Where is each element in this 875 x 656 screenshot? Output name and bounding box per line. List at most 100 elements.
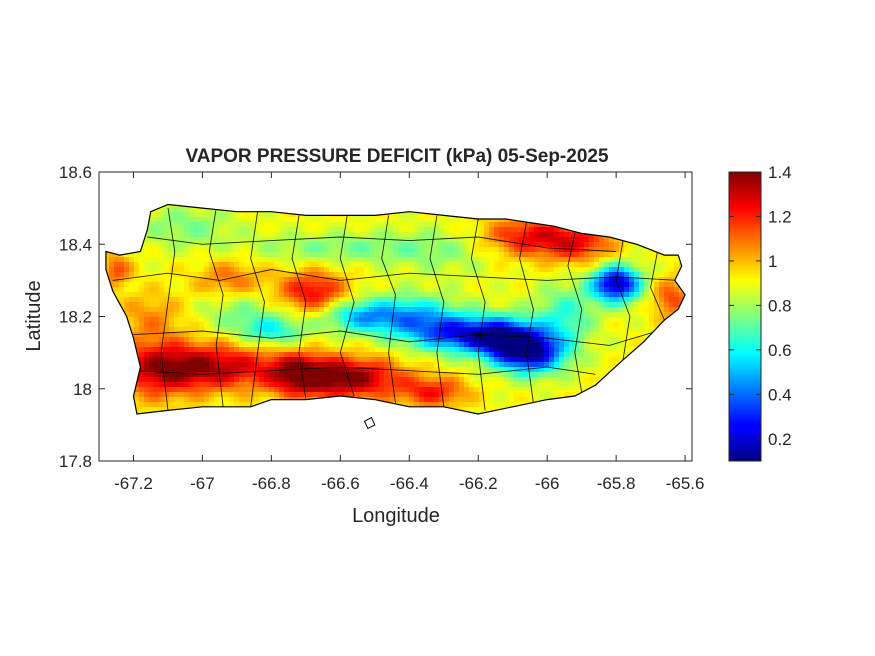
heatmap-cell: [284, 387, 290, 393]
heatmap-cell: [434, 222, 440, 228]
heatmap-cell: [199, 247, 205, 253]
heatmap-cell: [464, 307, 470, 313]
heatmap-cell: [429, 282, 435, 288]
heatmap-cell: [279, 217, 285, 223]
heatmap-cell: [164, 267, 170, 273]
heatmap-cell: [204, 352, 210, 358]
heatmap-cell: [259, 267, 265, 273]
heatmap-cell: [229, 237, 235, 243]
heatmap-cell: [179, 247, 185, 253]
heatmap-cell: [274, 317, 280, 323]
heatmap-cell: [199, 312, 205, 318]
heatmap-cell: [349, 382, 355, 388]
heatmap-cell: [189, 302, 195, 308]
heatmap-cell: [479, 347, 485, 353]
heatmap-cell: [419, 337, 425, 343]
heatmap-cell: [444, 242, 450, 248]
heatmap-cell: [219, 362, 225, 368]
heatmap-cell: [184, 272, 190, 278]
heatmap-cell: [384, 217, 390, 223]
heatmap-cell: [364, 352, 370, 358]
heatmap-cell: [524, 387, 530, 393]
heatmap-cell: [524, 237, 530, 243]
heatmap-cell: [309, 327, 315, 333]
heatmap-cell: [409, 307, 415, 313]
heatmap-cell: [464, 377, 470, 383]
heatmap-cell: [144, 267, 150, 273]
heatmap-cell: [464, 217, 470, 223]
heatmap-cell: [174, 382, 180, 388]
heatmap-cell: [169, 397, 175, 403]
heatmap-cell: [399, 377, 405, 383]
heatmap-cell: [484, 357, 490, 363]
heatmap-cell: [244, 342, 250, 348]
heatmap-cell: [269, 362, 275, 368]
heatmap-cell: [439, 367, 445, 373]
heatmap-cell: [489, 342, 495, 348]
heatmap-cell: [289, 317, 295, 323]
heatmap-cell: [349, 237, 355, 243]
heatmap-cell: [319, 287, 325, 293]
heatmap-cell: [394, 387, 400, 393]
heatmap-cell: [509, 322, 515, 328]
heatmap-cell: [294, 342, 300, 348]
heatmap-cell: [499, 227, 505, 233]
heatmap-cell: [404, 372, 410, 378]
heatmap-cell: [139, 377, 145, 383]
heatmap-cell: [494, 262, 500, 268]
heatmap-cell: [204, 387, 210, 393]
heatmap-cell: [474, 312, 480, 318]
heatmap-cell: [174, 307, 180, 313]
heatmap-cell: [269, 377, 275, 383]
heatmap-cell: [499, 222, 505, 228]
heatmap-cell: [369, 302, 375, 308]
heatmap-cell: [184, 232, 190, 238]
heatmap-cell: [359, 242, 365, 248]
heatmap-cell: [444, 357, 450, 363]
heatmap-cell: [319, 367, 325, 373]
heatmap-cell: [489, 332, 495, 338]
heatmap-cell: [189, 327, 195, 333]
heatmap-cell: [324, 242, 330, 248]
heatmap-cell: [464, 257, 470, 263]
heatmap-cell: [194, 277, 200, 283]
heatmap-cell: [174, 217, 180, 223]
heatmap-cell: [444, 302, 450, 308]
heatmap-cell: [144, 372, 150, 378]
heatmap-cell: [199, 377, 205, 383]
heatmap-cell: [384, 327, 390, 333]
heatmap-cell: [279, 312, 285, 318]
heatmap-cell: [119, 297, 125, 303]
heatmap-cell: [174, 212, 180, 218]
heatmap-cell: [314, 282, 320, 288]
heatmap-cell: [404, 272, 410, 278]
heatmap-cell: [469, 247, 475, 253]
heatmap-cell: [304, 262, 310, 268]
heatmap-cell: [409, 217, 415, 223]
heatmap-cell: [369, 342, 375, 348]
heatmap-cell: [304, 372, 310, 378]
heatmap-cell: [184, 227, 190, 233]
heatmap-cell: [399, 267, 405, 273]
heatmap-cell: [139, 287, 145, 293]
heatmap-cell: [459, 247, 465, 253]
heatmap-cell: [499, 367, 505, 373]
heatmap-cell: [374, 317, 380, 323]
heatmap-cell: [204, 312, 210, 318]
heatmap-cell: [369, 247, 375, 253]
heatmap-cell: [459, 282, 465, 288]
heatmap-cell: [204, 317, 210, 323]
heatmap-cell: [289, 357, 295, 363]
heatmap-cell: [239, 247, 245, 253]
heatmap-cell: [524, 372, 530, 378]
heatmap-cell: [454, 367, 460, 373]
heatmap-cell: [499, 282, 505, 288]
heatmap-cell: [319, 307, 325, 313]
heatmap-cell: [369, 227, 375, 233]
heatmap-cell: [159, 282, 165, 288]
heatmap-cell: [519, 287, 525, 293]
heatmap-cell: [439, 302, 445, 308]
heatmap-cell: [464, 262, 470, 268]
heatmap-cell: [444, 307, 450, 313]
heatmap-cell: [149, 352, 155, 358]
